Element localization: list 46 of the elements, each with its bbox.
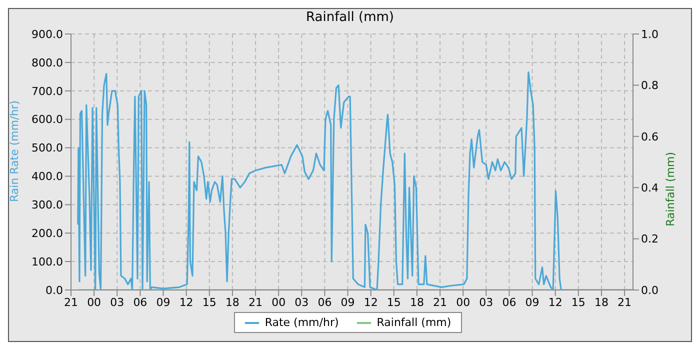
y-tick-label: 900.0 — [32, 28, 63, 41]
y-tick-label: 0.0 — [46, 284, 63, 297]
x-tick-label: 12 — [548, 296, 562, 309]
x-tick-label: 21 — [248, 296, 263, 309]
y-axis-title: Rain Rate (mm/hr) — [8, 100, 21, 202]
x-tick-label: 09 — [156, 296, 170, 309]
x-tick-label: 06 — [133, 296, 148, 309]
y2-tick-label: 0.8 — [641, 79, 658, 92]
x-tick-label: 00 — [272, 296, 286, 309]
x-tick-label: 21 — [618, 296, 632, 309]
y2-axis-title: Rainfall (mm) — [664, 152, 677, 226]
x-tick-label: 06 — [502, 296, 516, 309]
x-tick-label: 00 — [456, 296, 470, 309]
x-tick-label: 18 — [410, 296, 424, 309]
y-tick-label: 500.0 — [32, 142, 63, 155]
legend-label: Rate (mm/hr) — [264, 316, 339, 329]
y-tick-label: 700.0 — [32, 84, 63, 98]
x-tick-label: 18 — [225, 296, 240, 309]
x-tick-label: 03 — [479, 296, 494, 309]
x-tick-label: 00 — [87, 296, 102, 309]
x-tick-label: 12 — [364, 296, 378, 309]
y-tick-label: 400.0 — [32, 170, 63, 184]
x-tick-label: 03 — [294, 296, 309, 309]
legend-label: Rainfall (mm) — [376, 316, 452, 329]
x-tick-label: 15 — [386, 296, 401, 309]
x-tick-label: 06 — [318, 296, 332, 309]
y-tick-label: 800.0 — [32, 56, 63, 70]
y-tick-label: 600.0 — [32, 113, 63, 126]
x-tick-label: 12 — [179, 296, 194, 309]
x-tick-label: 21 — [64, 296, 78, 309]
x-tick-label: 15 — [571, 296, 586, 309]
x-tick-label: 09 — [340, 296, 355, 309]
x-tick-label: 18 — [594, 296, 608, 309]
y2-tick-label: 0.6 — [641, 130, 658, 144]
y2-tick-label: 0.4 — [641, 182, 658, 195]
x-tick-label: 03 — [110, 296, 124, 309]
x-tick-label: 09 — [525, 296, 540, 309]
y2-tick-label: 0.2 — [641, 232, 658, 246]
y-tick-label: 100.0 — [32, 255, 63, 268]
chart-title: Rainfall (mm) — [305, 9, 395, 25]
y2-tick-label: 1.0 — [641, 28, 658, 41]
y-tick-label: 200.0 — [32, 227, 63, 240]
x-tick-label: 15 — [202, 296, 216, 309]
y2-tick-label: 0.0 — [641, 284, 658, 297]
x-tick-label: 21 — [433, 296, 448, 309]
y-tick-label: 300.0 — [32, 198, 63, 212]
